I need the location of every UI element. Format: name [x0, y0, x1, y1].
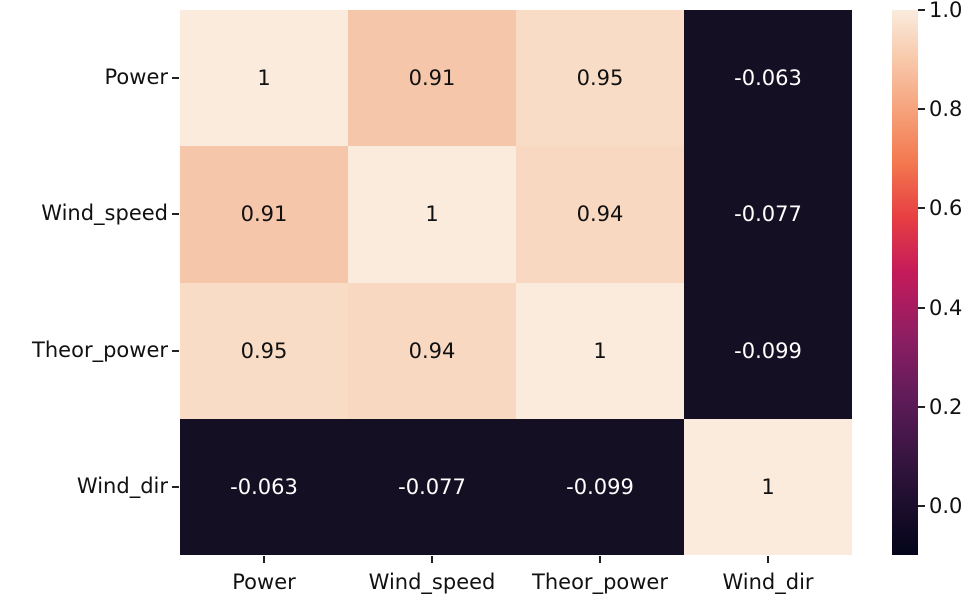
colorbar-tick — [918, 505, 925, 507]
x-axis-label: Wind_dir — [722, 570, 813, 594]
heatmap-cell: -0.063 — [180, 419, 348, 555]
colorbar-tick-label: 0.2 — [929, 395, 962, 419]
x-axis-label: Wind_speed — [369, 570, 496, 594]
colorbar-tick — [918, 9, 925, 11]
colorbar-tick-label: 0.4 — [929, 296, 962, 320]
colorbar-tick — [918, 307, 925, 309]
heatmap-cell: -0.099 — [516, 419, 684, 555]
heatmap-cell: 1 — [348, 146, 516, 282]
y-axis-tick — [172, 350, 179, 352]
colorbar-tick-label: 0.8 — [929, 97, 962, 121]
heatmap-cell: -0.077 — [684, 146, 852, 282]
y-axis-label: Wind_speed — [41, 201, 168, 225]
y-axis-label: Power — [105, 65, 169, 89]
y-axis-tick — [172, 486, 179, 488]
heatmap-cell: 0.95 — [516, 10, 684, 146]
heatmap-cell: 0.94 — [348, 283, 516, 419]
y-axis-label: Theor_power — [32, 338, 168, 362]
y-axis-label: Wind_dir — [77, 474, 168, 498]
heatmap-cell: -0.099 — [684, 283, 852, 419]
y-axis-tick — [172, 77, 179, 79]
heatmap-cell: -0.063 — [684, 10, 852, 146]
heatmap-cell: 0.91 — [348, 10, 516, 146]
x-axis-tick — [599, 556, 601, 563]
x-axis-tick — [767, 556, 769, 563]
heatmap-cell: 1 — [516, 283, 684, 419]
heatmap-cell: 0.91 — [180, 146, 348, 282]
heatmap-cell: 0.94 — [516, 146, 684, 282]
heatmap-grid: 10.910.95-0.0630.9110.94-0.0770.950.941-… — [180, 10, 852, 555]
y-axis-tick — [172, 213, 179, 215]
heatmap-cell: -0.077 — [348, 419, 516, 555]
heatmap-cell: 1 — [684, 419, 852, 555]
colorbar-tick — [918, 108, 925, 110]
colorbar — [892, 10, 918, 555]
colorbar-tick — [918, 207, 925, 209]
colorbar-tick-label: 0.0 — [929, 494, 962, 518]
heatmap-cell: 1 — [180, 10, 348, 146]
colorbar-tick-label: 0.6 — [929, 196, 962, 220]
x-axis-tick — [431, 556, 433, 563]
colorbar-tick — [918, 406, 925, 408]
heatmap-cell: 0.95 — [180, 283, 348, 419]
x-axis-label: Theor_power — [532, 570, 668, 594]
x-axis-label: Power — [232, 570, 296, 594]
x-axis-tick — [263, 556, 265, 563]
colorbar-tick-label: 1.0 — [929, 0, 962, 22]
